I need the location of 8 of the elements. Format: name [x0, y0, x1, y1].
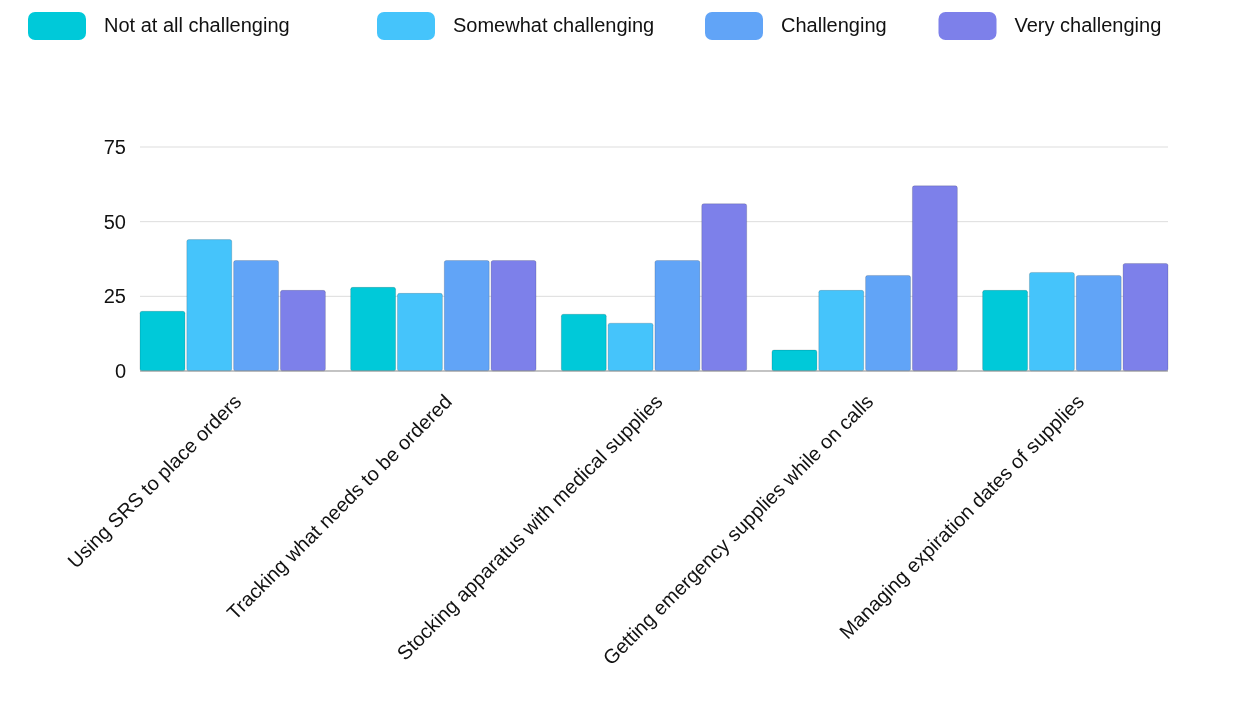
legend-label: Not at all challenging: [104, 14, 290, 36]
y-tick-label: 75: [103, 136, 126, 158]
y-tick-label: 50: [103, 210, 126, 233]
y-tick-label: 25: [103, 285, 126, 308]
legend-label: Challenging: [781, 14, 887, 36]
legend-label: Very challenging: [1014, 14, 1162, 36]
y-tick-label: 0: [114, 360, 126, 382]
legend-label: Somewhat challenging: [453, 14, 655, 36]
